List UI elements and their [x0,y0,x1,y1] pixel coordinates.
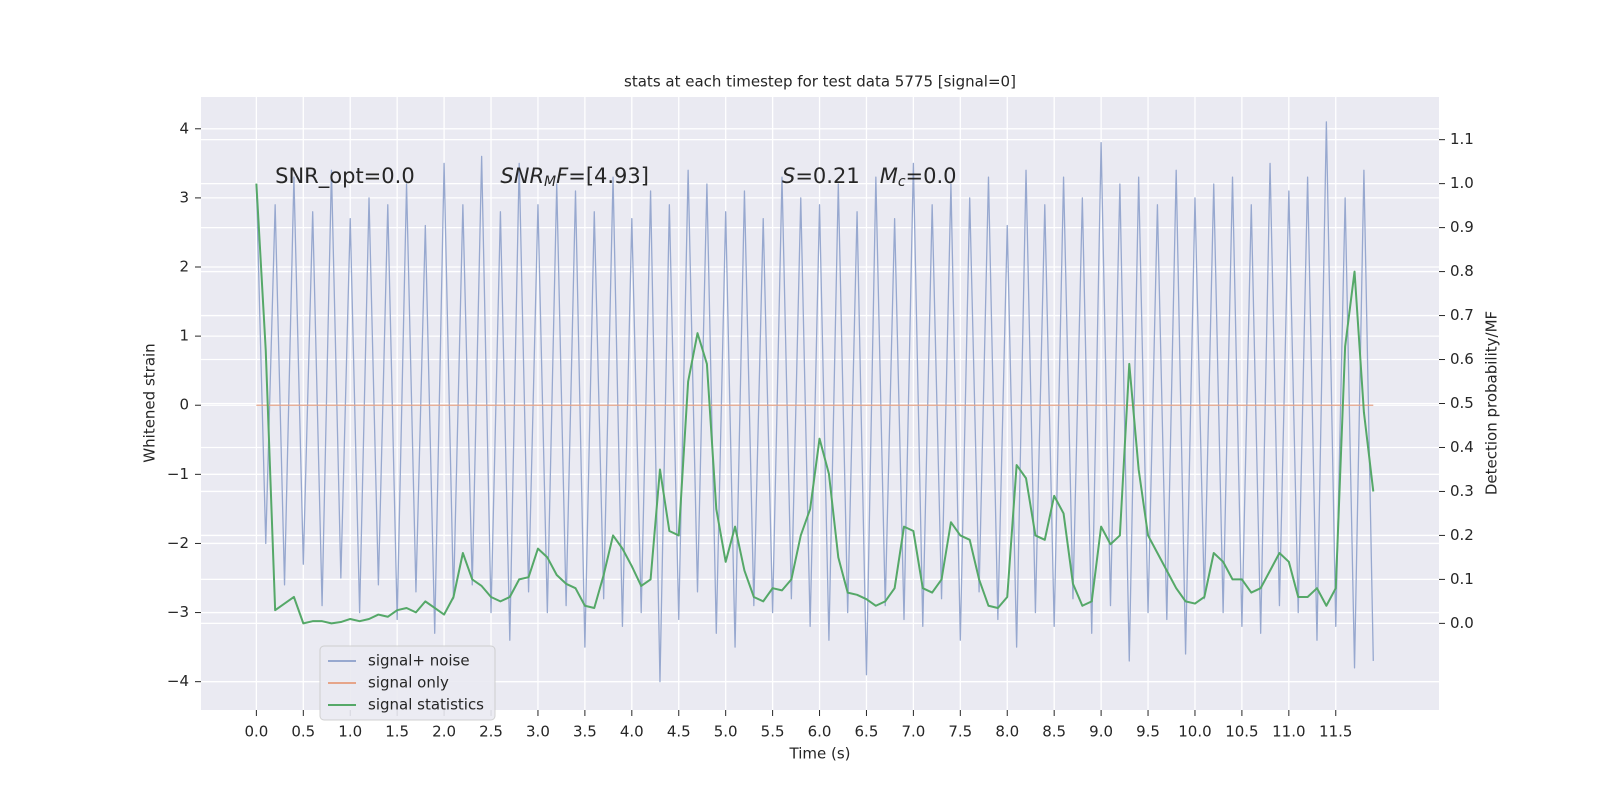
y-tick-label: 1 [179,327,189,345]
y2-tick-label: 0.0 [1450,614,1474,632]
y2-tick-label: 1.0 [1450,174,1474,192]
x-tick-label: 4.0 [620,723,644,741]
series-line [255,183,1375,625]
annotation-part: c [898,174,906,190]
x-tick-label: 11.0 [1272,723,1305,741]
annotation-part: SNR [500,164,544,188]
x-tick-label: 10.5 [1225,723,1258,741]
x-tick-label: 9.5 [1136,723,1160,741]
annotation-part: =0.21 [795,164,879,188]
legend-box [319,645,496,721]
annotation-part: SNR_opt=0.0 [275,164,415,189]
y2-tick-label: 0.6 [1450,350,1474,368]
y-tick-label: −4 [167,672,189,690]
x-tick-label: 11.5 [1319,723,1352,741]
x-tick-label: 3.5 [573,723,597,741]
annotation-part: =0.0 [906,164,957,188]
legend-label: signal only [368,674,449,692]
annotation-part: S [782,164,795,188]
annotation: SNRMF=[4.93] [500,164,649,190]
y-tick-label: 4 [179,119,189,137]
y2-axis-label: Detection probability/MF [1483,311,1501,495]
y2-tick-label: 0.1 [1450,570,1474,588]
annotation-part: M [544,174,556,190]
y-tick-label: 2 [179,258,189,276]
x-axis-label: Time (s) [789,745,851,763]
x-tick-label: 5.0 [714,723,738,741]
x-tick-label: 1.0 [338,723,362,741]
annotation-part: =[4.93] [568,164,649,188]
y-tick-label: −1 [167,465,189,483]
legend-label: signal+ noise [368,652,470,670]
marks [255,121,1375,683]
y-tick-label: 3 [179,188,189,206]
x-tick-label: 9.0 [1089,723,1113,741]
x-tick-label: 1.5 [385,723,409,741]
annotation: SNR_opt=0.0 [275,164,415,189]
x-tick-label: 6.5 [855,723,879,741]
y2-tick-label: 0.9 [1450,218,1474,236]
annotation-part: M [880,164,898,188]
x-tick-label: 7.5 [948,723,972,741]
x-tick-label: 10.0 [1178,723,1211,741]
y2-tick-label: 0.4 [1450,438,1474,456]
x-tick-label: 6.0 [808,723,832,741]
y2-tick-label: 0.8 [1450,262,1474,280]
y-axis-label: Whitened strain [141,343,159,462]
x-tick-label: 2.5 [479,723,503,741]
y2-tick-label: 0.2 [1450,526,1474,544]
x-tick-label: 7.0 [901,723,925,741]
x-tick-label: 4.5 [667,723,691,741]
y-tick-label: −3 [167,603,189,621]
x-tick-label: 8.0 [995,723,1019,741]
y2-tick-label: 1.1 [1450,130,1474,148]
x-tick-label: 0.0 [244,723,268,741]
annotation-part: F [556,164,569,188]
y-tick-label: 0 [179,396,189,414]
x-tick-label: 2.0 [432,723,456,741]
y-tick-label: −2 [167,534,189,552]
legend-label: signal statistics [368,696,484,714]
x-tick-label: 8.5 [1042,723,1066,741]
y2-tick-label: 0.5 [1450,394,1474,412]
series-line [255,121,1374,683]
chart-title: stats at each timestep for test data 577… [624,73,1016,91]
annotation: S=0.21 Mc=0.0 [782,164,957,190]
x-tick-label: 0.5 [291,723,315,741]
x-tick-label: 5.5 [761,723,785,741]
y2-tick-label: 0.7 [1450,306,1474,324]
x-tick-label: 3.0 [526,723,550,741]
y2-tick-label: 0.3 [1450,482,1474,500]
